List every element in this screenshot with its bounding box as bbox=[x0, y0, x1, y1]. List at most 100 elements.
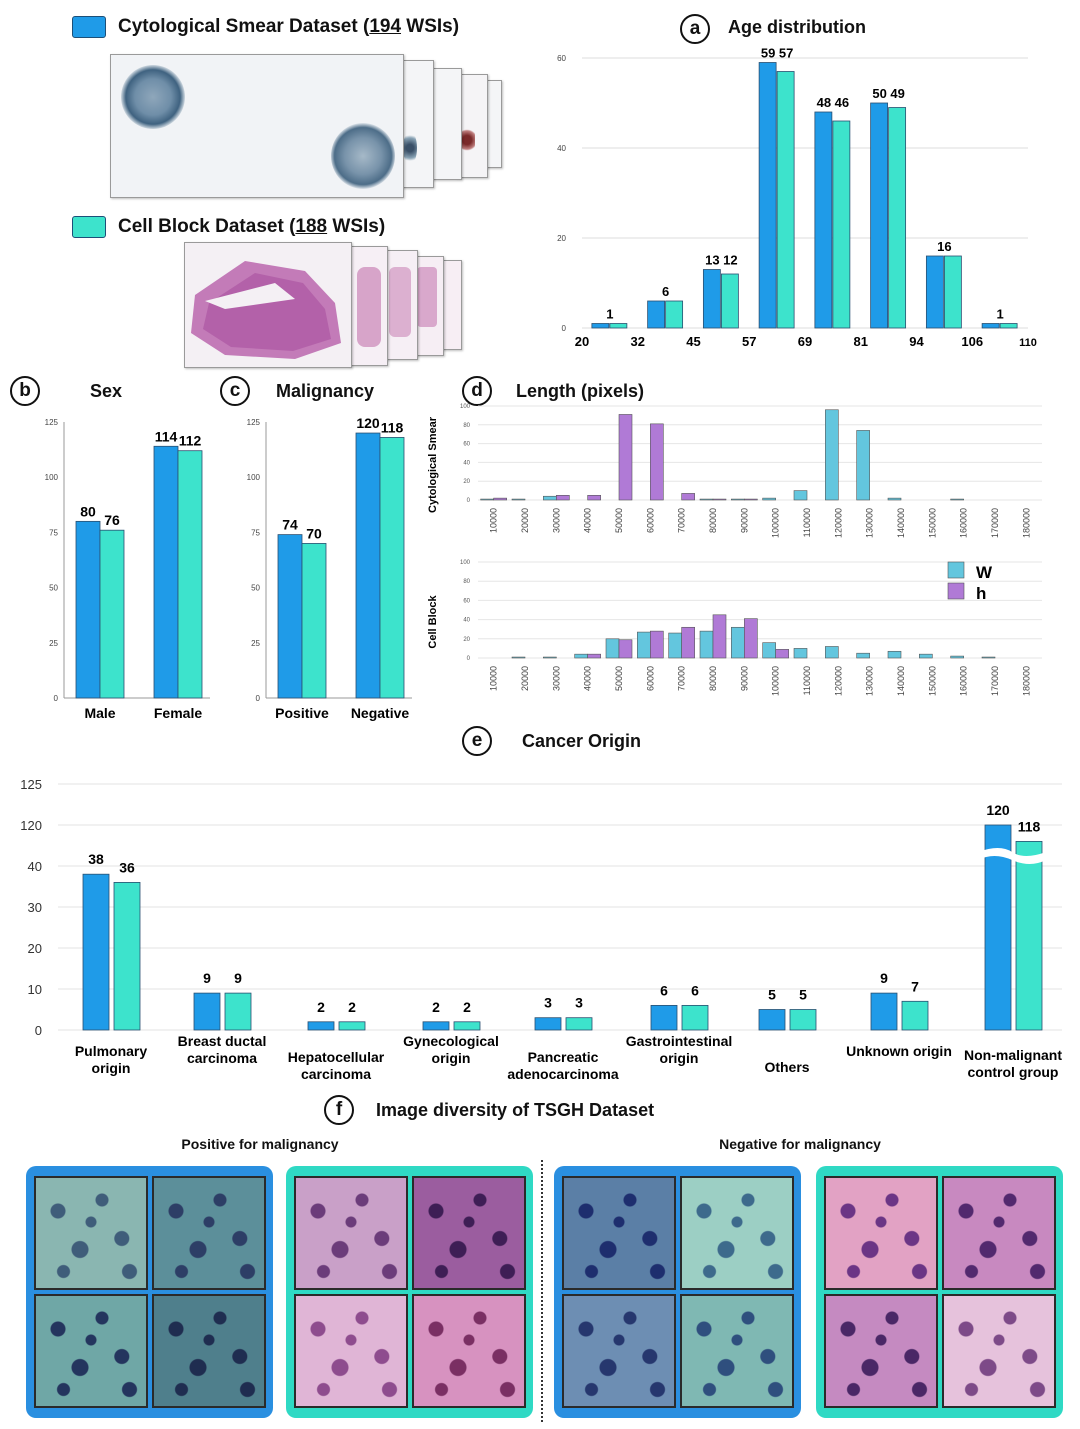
y-tick-label: 0 bbox=[35, 1023, 42, 1038]
category-label: Positive bbox=[275, 705, 329, 721]
length-w-bar bbox=[919, 653, 933, 659]
malignancy-bar bbox=[355, 432, 381, 699]
x-tick-label: 110000 bbox=[802, 508, 812, 537]
age-bar bbox=[999, 323, 1018, 329]
malignancy-bar bbox=[379, 437, 405, 699]
category-label: Gynecological origin bbox=[403, 1033, 499, 1066]
age-bar-label: 1 bbox=[997, 307, 1004, 322]
x-tick-label: 10000 bbox=[489, 666, 499, 691]
length-w-bar bbox=[511, 498, 526, 501]
y-tick-label: 50 bbox=[251, 584, 260, 593]
length-w-bar bbox=[543, 656, 557, 659]
legend-w-label: W bbox=[976, 563, 993, 582]
length-w-bar bbox=[793, 490, 808, 501]
x-tick-label: 45 bbox=[686, 334, 700, 349]
length-w-bar bbox=[699, 630, 714, 659]
malignancy-bar bbox=[301, 543, 327, 699]
y-axis-label: Cell Block bbox=[427, 595, 439, 649]
category-label: Pulmonary origin bbox=[75, 1043, 148, 1076]
sex-bar-label: 76 bbox=[104, 512, 120, 528]
category-label-line: Gastrointestinal bbox=[626, 1033, 733, 1049]
y-tick-label: 60 bbox=[557, 54, 566, 63]
x-tick-label: 80000 bbox=[708, 508, 718, 533]
cyto-wsi-main-thumbnail bbox=[110, 54, 404, 198]
category-label: Negative bbox=[351, 705, 410, 721]
length-h-bar bbox=[493, 497, 507, 501]
age-bar bbox=[925, 255, 944, 329]
negative-group-title: Negative for malignancy bbox=[719, 1136, 881, 1152]
category-label: Female bbox=[154, 705, 202, 721]
x-tick-label: 130000 bbox=[865, 666, 875, 696]
length-h-bar bbox=[712, 614, 727, 659]
panel-b-label: b bbox=[10, 376, 40, 406]
age-bar bbox=[870, 102, 889, 329]
y-tick-label: 30 bbox=[28, 900, 42, 915]
category-label-line: Gynecological bbox=[403, 1033, 499, 1049]
length-w-bar bbox=[762, 642, 776, 659]
y-tick-label: 80 bbox=[463, 423, 470, 429]
x-tick-label: 160000 bbox=[959, 666, 969, 696]
x-tick-label: 70000 bbox=[677, 508, 687, 533]
x-tick-label: 30000 bbox=[551, 666, 561, 691]
x-tick-label: 110000 bbox=[802, 666, 812, 695]
origin-bar-label: 3 bbox=[544, 995, 552, 1011]
category-label-line: Breast ductal bbox=[178, 1033, 267, 1049]
panel-e-label: e bbox=[462, 726, 492, 756]
origin-bar bbox=[650, 1004, 678, 1031]
malignancy-bar-label: 120 bbox=[356, 415, 380, 431]
category-label-line: Others bbox=[764, 1059, 809, 1075]
category-label-line: adenocarcinoma bbox=[507, 1066, 618, 1082]
length-h-bar bbox=[744, 498, 758, 501]
x-tick-label: 40000 bbox=[583, 508, 593, 533]
cell-dataset-legend: Cell Block Dataset (188 WSIs) bbox=[72, 216, 385, 238]
origin-bar-label: 2 bbox=[317, 999, 325, 1015]
age-bar bbox=[832, 120, 851, 329]
origin-bar bbox=[901, 1000, 929, 1031]
length-w-bar bbox=[605, 638, 620, 659]
cytology-image-tile bbox=[152, 1176, 266, 1290]
origin-bar bbox=[681, 1004, 709, 1031]
category-label-line: origin bbox=[432, 1050, 471, 1066]
origin-bar bbox=[422, 1021, 450, 1031]
y-tick-label: 0 bbox=[467, 498, 471, 504]
x-tick-label: 50000 bbox=[614, 508, 624, 533]
origin-bar bbox=[82, 873, 110, 1031]
y-tick-label: 100 bbox=[460, 560, 471, 566]
x-tick-label: 170000 bbox=[990, 508, 1000, 538]
length-h-bar bbox=[587, 495, 601, 501]
category-label-line: Hepatocellular bbox=[288, 1049, 385, 1065]
cytology-image-tile bbox=[34, 1294, 148, 1408]
origin-bar-label: 38 bbox=[88, 851, 104, 867]
category-label: Pancreatic adenocarcinoma bbox=[507, 1049, 618, 1082]
cyto-swatch bbox=[72, 16, 106, 38]
age-bar bbox=[943, 255, 962, 329]
length-w-bar bbox=[856, 652, 870, 659]
malignancy-chart: 0 25 50 75 100 125 74 70 Positive 120 118 Negative bbox=[247, 415, 412, 721]
positive-group-title: Positive for malignancy bbox=[181, 1136, 339, 1152]
x-tick-label: 90000 bbox=[739, 508, 749, 533]
length-w-bar bbox=[981, 656, 996, 659]
origin-bar-label: 120 bbox=[986, 802, 1010, 818]
length-h-bar bbox=[744, 618, 758, 659]
length-h-bar bbox=[650, 423, 664, 501]
x-tick-label: 140000 bbox=[896, 508, 906, 538]
category-label: Hepatocellular carcinoma bbox=[288, 1049, 385, 1082]
y-tick-label: 75 bbox=[49, 528, 58, 537]
cytology-image-tile bbox=[412, 1176, 526, 1290]
origin-bar bbox=[789, 1009, 817, 1031]
cytology-image-tile bbox=[824, 1294, 938, 1408]
age-bar bbox=[720, 273, 739, 329]
diversity-frame bbox=[554, 1166, 801, 1418]
length-w-bar bbox=[543, 495, 557, 501]
cytology-image-tile bbox=[294, 1294, 408, 1408]
sex-bar bbox=[75, 520, 101, 699]
origin-bar bbox=[534, 1017, 562, 1031]
origin-bar-label: 2 bbox=[348, 999, 356, 1015]
y-tick-label: 20 bbox=[557, 234, 566, 243]
origin-bar-label: 5 bbox=[799, 987, 807, 1003]
length-w-bar bbox=[950, 498, 964, 501]
panel-d-label: d bbox=[462, 376, 492, 406]
origin-bar-label: 9 bbox=[203, 970, 211, 986]
x-tick-label: 120000 bbox=[833, 666, 843, 696]
x-tick-label: 90000 bbox=[739, 666, 749, 691]
